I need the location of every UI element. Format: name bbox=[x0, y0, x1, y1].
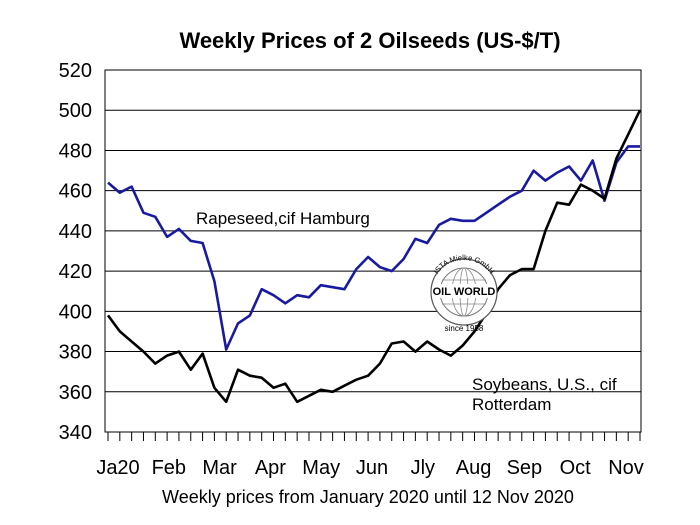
soybeans-line bbox=[106, 109, 642, 404]
plot-frame bbox=[104, 69, 642, 433]
y-tick-label: 360 bbox=[59, 382, 92, 404]
x-tick-label: Aug bbox=[456, 457, 492, 479]
y-tick-label: 420 bbox=[59, 261, 92, 283]
x-tick-label: Feb bbox=[152, 457, 186, 479]
x-tick-label: Nov bbox=[608, 457, 644, 479]
x-tick-label: Jun bbox=[356, 457, 388, 479]
y-tick-label: 500 bbox=[59, 100, 92, 122]
x-tick-label: Ja20 bbox=[96, 457, 139, 479]
x-tick-label: Apr bbox=[255, 457, 286, 479]
series-lines bbox=[106, 109, 642, 404]
y-axis-ticks: 340 360 380 400 420 440 460 480 500 520 bbox=[59, 60, 92, 444]
x-tick-label: Sep bbox=[507, 457, 543, 479]
y-tick-label: 460 bbox=[59, 181, 92, 203]
logo-banner bbox=[436, 284, 492, 298]
y-tick-label: 440 bbox=[59, 221, 92, 243]
soybeans-label-line1: Soybeans, U.S., cif bbox=[472, 375, 617, 394]
rapeseed-label: Rapeseed,cif Hamburg bbox=[196, 209, 370, 228]
x-tick-label: Oct bbox=[560, 457, 592, 479]
gridlines bbox=[105, 109, 641, 393]
soybeans-label-line2: Rotterdam bbox=[472, 395, 551, 414]
logo-bottom-text: since 1958 bbox=[445, 324, 484, 333]
x-tick-label: Mar bbox=[202, 457, 237, 479]
y-tick-label: 380 bbox=[59, 342, 92, 364]
y-tick-label: 400 bbox=[59, 301, 92, 323]
y-tick-label: 480 bbox=[59, 140, 92, 162]
oil-world-logo: ISTA Mielke GmbH OIL WORLD since 1958 bbox=[430, 253, 498, 333]
logo-center-text: OIL WORLD bbox=[433, 286, 496, 298]
chart-title: Weekly Prices of 2 Oilseeds (US-$/T) bbox=[179, 28, 560, 53]
x-tick-label: Jly bbox=[411, 457, 435, 479]
x-tick-label: May bbox=[302, 457, 340, 479]
rapeseed-line bbox=[107, 145, 640, 351]
y-tick-label: 340 bbox=[59, 422, 92, 444]
x-axis-label: Weekly prices from January 2020 until 12… bbox=[162, 487, 574, 507]
x-axis-ticks: Ja20 Feb Mar Apr May Jun Jly Aug Sep Oct Nov bbox=[96, 432, 644, 479]
y-tick-label: 520 bbox=[59, 60, 92, 82]
